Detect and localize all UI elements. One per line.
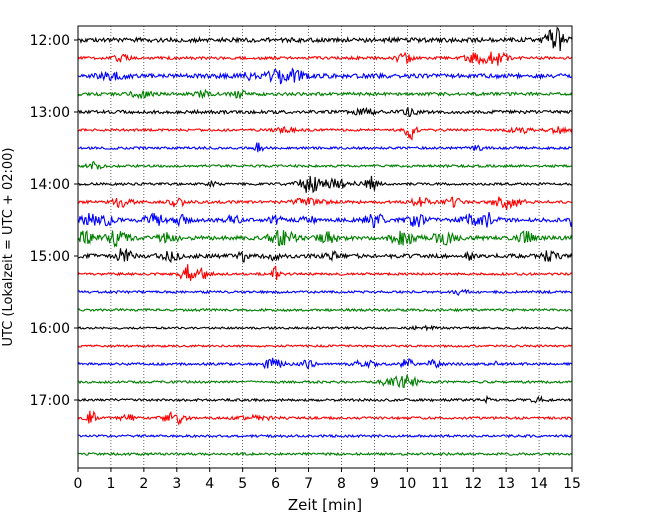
x-tick-label: 13	[497, 476, 515, 492]
x-tick-label: 11	[431, 476, 449, 492]
trace-line	[77, 247, 573, 264]
y-tick-label: 13:00	[30, 105, 70, 121]
trace-line	[77, 142, 573, 153]
y-tick-label: 16:00	[30, 321, 70, 337]
x-tick-label: 5	[238, 476, 247, 492]
trace-line	[77, 125, 573, 141]
trace-line	[77, 160, 573, 170]
y-axis: 12:00 13:00 14:00 15:00 16:00 17:00	[30, 33, 78, 409]
trace-line	[77, 106, 573, 118]
trace-line	[77, 324, 573, 332]
x-tick-label: 4	[205, 476, 214, 492]
trace-line	[77, 211, 573, 229]
x-tick-label: 7	[304, 476, 313, 492]
trace-line	[77, 229, 573, 248]
plot-frame	[77, 25, 573, 469]
trace-group	[77, 26, 573, 457]
trace-line	[77, 288, 573, 296]
y-tick-label: 14:00	[30, 177, 70, 193]
trace-line	[77, 343, 573, 349]
x-tick-label: 14	[530, 476, 548, 492]
x-axis-label: Zeit [min]	[288, 496, 362, 514]
x-tick-label: 12	[464, 476, 482, 492]
trace-line	[77, 196, 573, 211]
trace-line	[77, 88, 573, 100]
trace-line	[77, 26, 573, 52]
trace-line	[77, 451, 573, 457]
x-tick-label: 2	[139, 476, 148, 492]
trace-line	[77, 357, 573, 370]
trace-line	[77, 307, 573, 313]
x-tick-label: 10	[398, 476, 416, 492]
x-tick-label: 9	[370, 476, 379, 492]
trace-line	[77, 374, 573, 389]
trace-line	[77, 394, 573, 405]
y-tick-label: 15:00	[30, 249, 70, 265]
trace-line	[77, 264, 573, 281]
trace-line	[77, 67, 573, 85]
x-tick-label: 6	[271, 476, 280, 492]
x-tick-label: 8	[337, 476, 346, 492]
trace-line	[77, 410, 573, 426]
y-tick-label: 12:00	[30, 33, 70, 49]
y-axis-label: UTC (Lokalzeit = UTC + 02:00)	[1, 148, 16, 347]
trace-line	[77, 51, 573, 66]
x-tick-label: 0	[74, 476, 83, 492]
x-tick-label: 3	[172, 476, 181, 492]
trace-line	[77, 175, 573, 194]
x-axis: 0 1 2 3 4 5 6 7 8 9 10 11 12 13 14 15	[74, 468, 581, 492]
y-tick-label: 17:00	[30, 393, 70, 409]
trace-line	[77, 433, 573, 439]
x-tick-label: 15	[563, 476, 581, 492]
x-tick-label: 1	[106, 476, 115, 492]
